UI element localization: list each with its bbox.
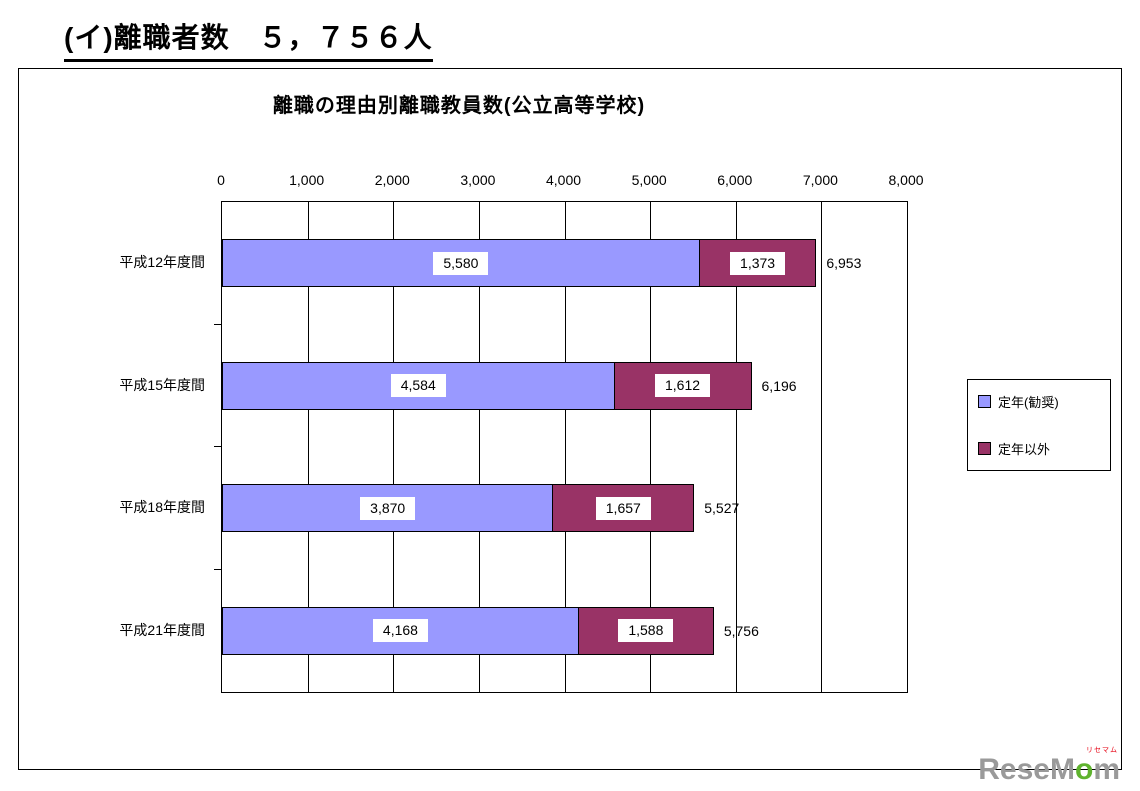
bar-total-label: 5,527 <box>704 500 740 517</box>
category-axis-tick <box>214 323 221 325</box>
bar-row: 4,168 1,588 5,756 <box>222 606 907 655</box>
bar-value-label: 5,580 <box>433 251 489 275</box>
x-axis-tick-label: 6,000 <box>717 172 753 188</box>
bar-segment-retirement: 5,580 <box>222 239 700 288</box>
bar-total-label: 6,196 <box>761 377 797 394</box>
bar-value-label: 3,870 <box>360 496 416 520</box>
x-axis-tick-label: 7,000 <box>802 172 838 188</box>
gridline <box>478 202 480 692</box>
plot-area: 5,580 1,373 6,953 4,584 1,612 6,196 3,870 1,657… <box>221 201 908 693</box>
legend-label-other: 定年以外 <box>998 442 1051 457</box>
bar-value-label: 4,168 <box>372 619 428 643</box>
bar-value-label: 1,612 <box>654 374 711 398</box>
resemom-logo-text: m <box>1093 753 1120 786</box>
legend-swatch-retirement <box>978 395 991 408</box>
category-label: 平成18年度間 <box>119 499 205 516</box>
bar-total-label: 5,756 <box>723 622 759 639</box>
resemom-logo-ruby: リセマム <box>1086 747 1118 754</box>
x-axis-tick-labels: 0 1,000 2,000 3,000 4,000 5,000 6,000 7,000 8,00… <box>217 172 923 192</box>
bar-row: 4,584 1,612 6,196 <box>222 361 907 410</box>
bar-segment-retirement: 3,870 <box>222 484 554 533</box>
category-label: 平成12年度間 <box>119 254 205 271</box>
gridline <box>735 202 737 692</box>
resemom-logo-text: o <box>1074 753 1094 786</box>
bar-segment-other: 1,373 <box>698 239 817 288</box>
gridline <box>307 202 309 692</box>
x-axis-tick-label: 8,000 <box>888 172 924 188</box>
chart-title: 離職の理由別離職教員数(公立高等学校) <box>272 95 646 117</box>
x-axis-tick-label: 1,000 <box>289 172 325 188</box>
legend-swatch-other <box>978 442 991 455</box>
resemom-logo-text: M <box>1049 753 1075 786</box>
gridline <box>650 202 652 692</box>
legend-item-other: 定年以外 <box>978 439 1100 458</box>
category-axis-labels: 平成12年度間 平成15年度間 平成18年度間 平成21年度間 <box>19 201 213 691</box>
bar-segment-other: 1,588 <box>577 606 714 655</box>
gridline <box>564 202 566 692</box>
bar-value-label: 1,373 <box>730 251 786 275</box>
x-axis-tick-label: 3,000 <box>460 172 496 188</box>
x-axis-tick-label: 0 <box>217 172 225 188</box>
bar-segment-retirement: 4,584 <box>222 361 615 410</box>
bar-value-label: 1,657 <box>595 496 651 520</box>
legend-label-retirement: 定年(勧奨) <box>998 395 1059 410</box>
bar-segment-other: 1,612 <box>613 361 752 410</box>
x-axis-tick-label: 4,000 <box>545 172 582 188</box>
bar-value-label: 1,588 <box>618 619 674 643</box>
gridline <box>393 202 395 692</box>
section-heading: (イ)離職者数 ５，７５６人 <box>64 16 433 62</box>
gridline <box>821 202 823 692</box>
legend: 定年(勧奨) 定年以外 <box>967 379 1111 471</box>
category-axis-tick <box>214 568 221 570</box>
bar-value-label: 4,584 <box>390 374 446 398</box>
x-axis-tick-label: 5,000 <box>631 172 667 188</box>
category-label: 平成21年度間 <box>119 621 205 638</box>
x-axis-tick-label: 2,000 <box>374 172 410 188</box>
bar-segment-other: 1,657 <box>552 484 695 533</box>
bar-segment-retirement: 4,168 <box>222 606 579 655</box>
bar-row: 5,580 1,373 6,953 <box>222 239 907 288</box>
bar-total-label: 6,953 <box>826 255 862 272</box>
resemom-logo: リセマム ReseMom <box>978 747 1120 786</box>
category-label: 平成15年度間 <box>119 376 205 393</box>
legend-item-retirement: 定年(勧奨) <box>978 392 1100 411</box>
chart-panel: 離職の理由別離職教員数(公立高等学校) 0 1,000 2,000 3,000 4,00… <box>18 68 1122 770</box>
resemom-logo-text: Rese <box>978 753 1050 786</box>
bar-row: 3,870 1,657 5,527 <box>222 484 907 533</box>
category-axis-tick <box>214 446 221 447</box>
